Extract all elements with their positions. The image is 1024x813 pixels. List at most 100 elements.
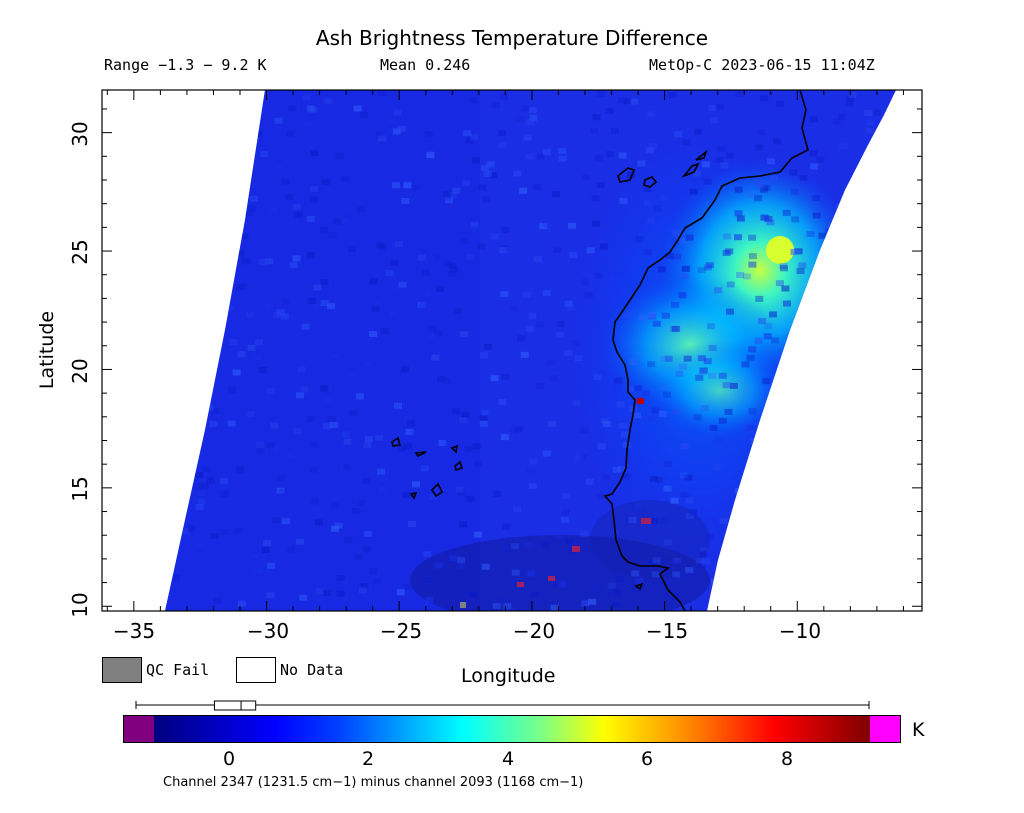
swath-pixel bbox=[730, 582, 739, 589]
swath-pixel bbox=[239, 283, 248, 290]
swath-pixel bbox=[421, 465, 429, 472]
swath-pixel bbox=[826, 123, 835, 129]
swath-pixel bbox=[296, 392, 304, 399]
swath-pixel bbox=[720, 162, 729, 169]
swath-pixel bbox=[864, 110, 873, 117]
swath-pixel bbox=[299, 594, 308, 601]
swath-pixel bbox=[499, 142, 508, 149]
swath-pixel bbox=[364, 360, 373, 367]
swath-pixel bbox=[242, 258, 251, 265]
swath-pixel bbox=[307, 252, 315, 259]
plot-frame bbox=[101, 89, 923, 612]
swath-pixel bbox=[891, 532, 896, 539]
swath-pixel bbox=[340, 176, 349, 183]
swath-pixel bbox=[845, 100, 854, 107]
swath-pixel bbox=[506, 607, 515, 611]
swath-pixel bbox=[442, 191, 451, 198]
swath-pixel bbox=[715, 103, 724, 110]
swath-pixel bbox=[664, 113, 673, 120]
swath-pixel bbox=[699, 547, 708, 554]
swath-pixel bbox=[498, 107, 507, 114]
swath-pixel bbox=[377, 468, 385, 475]
swath-pixel bbox=[616, 401, 625, 408]
swath-pixel bbox=[327, 303, 336, 310]
swath-pixel bbox=[500, 93, 508, 100]
swath-pixel bbox=[480, 165, 489, 171]
swath-pixel bbox=[617, 466, 626, 472]
swath-pixel bbox=[552, 191, 560, 198]
swath-pixel bbox=[692, 170, 701, 177]
swath-pixel bbox=[758, 457, 767, 464]
swath-pixel bbox=[611, 601, 620, 608]
swath-pixel bbox=[843, 448, 852, 455]
swath-pixel bbox=[492, 602, 501, 609]
swath-pixel bbox=[593, 374, 602, 381]
swath-pixel bbox=[253, 354, 262, 361]
swath-pixel bbox=[596, 182, 605, 189]
swath-pixel bbox=[832, 603, 841, 610]
swath-pixel bbox=[316, 588, 325, 595]
swath-pixel bbox=[236, 316, 245, 323]
satellite-time-text: MetOp-C 2023-06-15 11:04Z bbox=[649, 56, 875, 74]
y-tick-label: 15 bbox=[68, 476, 92, 502]
swath-pixel bbox=[699, 367, 708, 374]
swath-pixel bbox=[340, 217, 349, 224]
swath-pixel bbox=[880, 330, 889, 337]
swath-image bbox=[165, 90, 896, 611]
y-axis-label: Latitude bbox=[36, 310, 58, 390]
swath-pixel bbox=[165, 569, 168, 576]
swath-pixel bbox=[404, 412, 413, 419]
swath-pixel bbox=[672, 229, 681, 236]
swath-pixel bbox=[202, 292, 211, 299]
swath-pixel bbox=[394, 402, 402, 409]
swath-pixel bbox=[237, 351, 246, 358]
swath-pixel bbox=[435, 562, 444, 569]
swath-pixel bbox=[543, 290, 551, 296]
swath-pixel bbox=[831, 579, 840, 586]
swath-pixel bbox=[323, 590, 332, 597]
swath-pixel bbox=[748, 346, 757, 353]
swath-pixel bbox=[723, 233, 732, 240]
swath-pixel bbox=[889, 436, 896, 443]
swath-pixel bbox=[751, 447, 760, 454]
swath-pixel bbox=[369, 331, 377, 337]
swath-pixel bbox=[818, 232, 827, 239]
swath-pixel bbox=[220, 491, 229, 498]
swath-pixel bbox=[604, 296, 613, 303]
swath-pixel bbox=[803, 443, 812, 450]
swath-pixel bbox=[786, 355, 794, 362]
swath-pixel bbox=[193, 409, 202, 416]
swath-pixel bbox=[558, 155, 567, 162]
swath-pixel bbox=[782, 437, 790, 444]
swath-pixel bbox=[734, 234, 742, 241]
swath-pixel bbox=[266, 442, 275, 449]
swath-pixel bbox=[865, 127, 874, 134]
swath-pixel bbox=[878, 316, 887, 322]
swath-pixel bbox=[602, 421, 611, 427]
swath-pixel bbox=[398, 281, 407, 288]
swath-pixel bbox=[810, 163, 819, 170]
swath-pixel bbox=[412, 197, 421, 204]
swath-pixel bbox=[649, 143, 657, 150]
swath-pixel bbox=[553, 582, 562, 588]
swath-pixel bbox=[491, 101, 500, 108]
swath-pixel bbox=[355, 393, 364, 400]
swath-pixel bbox=[278, 269, 287, 276]
swath-pixel bbox=[294, 211, 303, 218]
swath-pixel bbox=[549, 375, 558, 382]
swath-pixel bbox=[481, 409, 490, 416]
swath-pixel bbox=[505, 508, 514, 515]
swath-pixel bbox=[596, 91, 605, 97]
swath-pixel bbox=[596, 423, 605, 430]
swath-pixel bbox=[730, 591, 739, 598]
swath-pixel bbox=[560, 516, 569, 523]
swath-pixel bbox=[750, 438, 759, 445]
swath-pixel bbox=[176, 469, 185, 476]
swath-pixel bbox=[737, 521, 746, 528]
swath-pixel bbox=[261, 546, 270, 553]
swath-pixel bbox=[600, 418, 609, 425]
swath-pixel bbox=[255, 441, 264, 448]
swath-pixel bbox=[676, 118, 685, 125]
swath-pixel bbox=[803, 113, 812, 120]
